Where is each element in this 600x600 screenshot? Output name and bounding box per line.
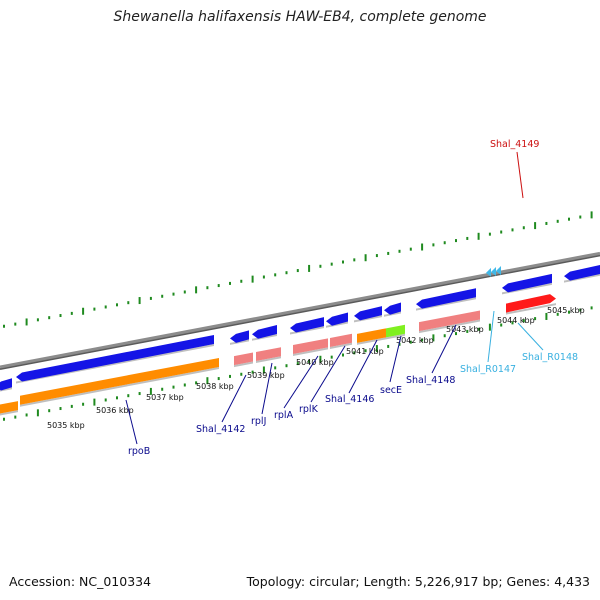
gene-label: Shal_4148 bbox=[406, 375, 455, 386]
leader-line bbox=[516, 151, 524, 199]
gene-label: rplK bbox=[299, 404, 319, 415]
gene-block-4149-shadow bbox=[502, 282, 552, 295]
map-title: Shewanella halifaxensis HAW-EB4, complet… bbox=[113, 9, 487, 25]
trna-marker-0 bbox=[486, 267, 491, 277]
gene-block-4148-shadow bbox=[416, 297, 476, 311]
product-block-rplA-shadow bbox=[293, 347, 328, 356]
gene-block-rplK[interactable] bbox=[326, 312, 348, 326]
gene-label: Shal_R0147 bbox=[460, 364, 516, 375]
product-block-rplJ-shadow bbox=[256, 356, 281, 363]
leader-line bbox=[517, 322, 544, 351]
gene-block-right[interactable] bbox=[564, 264, 600, 281]
leader-line bbox=[261, 362, 273, 415]
product-block-rplK[interactable] bbox=[330, 333, 352, 347]
cds-block-4146-shadow bbox=[357, 337, 386, 345]
cds-block-rpoB[interactable] bbox=[20, 357, 219, 405]
gene-block-secE[interactable] bbox=[384, 302, 401, 315]
product-block-rplK-shadow bbox=[330, 342, 352, 349]
gene-block[interactable] bbox=[0, 378, 12, 391]
gene-block-4142[interactable] bbox=[230, 330, 249, 343]
product-block-4148[interactable] bbox=[419, 310, 480, 332]
cds-block[interactable] bbox=[0, 401, 18, 414]
backbone-shadow bbox=[0, 254, 600, 370]
leader-line bbox=[221, 374, 247, 423]
gene-block-right-shadow bbox=[564, 273, 600, 283]
gene-block-4146-shadow bbox=[354, 315, 382, 323]
kbp-label: 5041 kbp bbox=[346, 347, 384, 356]
kbp-label: 5044 kbp bbox=[497, 316, 535, 325]
product-block-4142-shadow bbox=[234, 361, 253, 368]
leader-line bbox=[487, 310, 495, 363]
product-block-4142[interactable] bbox=[234, 352, 253, 366]
gene-block-rplJ-shadow bbox=[252, 334, 277, 341]
kbp-label: 5038 kbp bbox=[196, 382, 234, 391]
gene-block-4148[interactable] bbox=[416, 288, 476, 309]
pseudo-block-4149[interactable] bbox=[506, 294, 556, 313]
product-block-rplA[interactable] bbox=[293, 338, 328, 354]
kbp-label: 5037 kbp bbox=[146, 393, 184, 402]
gene-block-shadow bbox=[0, 387, 12, 392]
gene-label: rpoB bbox=[128, 446, 150, 457]
leader-line bbox=[125, 399, 138, 445]
gene-block-rplA-shadow bbox=[290, 326, 324, 335]
leader-line bbox=[310, 345, 346, 403]
cds-block-4146[interactable] bbox=[357, 328, 386, 343]
gene-label: rplA bbox=[274, 410, 294, 421]
gene-block-rpoB-rpoC-shadow bbox=[16, 343, 214, 384]
gene-label: Shal_4146 bbox=[325, 394, 374, 405]
trna-marker-2 bbox=[496, 266, 501, 276]
cds-block-shadow bbox=[0, 410, 18, 416]
product-block-4148-shadow bbox=[419, 319, 480, 334]
gene-block-secE-shadow bbox=[384, 311, 401, 317]
gene-block-rpoB-rpoC[interactable] bbox=[16, 334, 214, 382]
leader-line bbox=[283, 355, 319, 409]
gene-block-4142-shadow bbox=[230, 339, 249, 345]
gene-block-rplK-shadow bbox=[326, 321, 348, 328]
gene-block-4149[interactable] bbox=[502, 273, 552, 293]
gene-label: Shal_4149 bbox=[490, 139, 539, 150]
trna-marker-1 bbox=[491, 266, 496, 276]
gene-label: Shal_4142 bbox=[196, 424, 245, 435]
genome-summary-text: Topology: circular; Length: 5,226,917 bp… bbox=[246, 574, 590, 589]
gene-block-rplJ[interactable] bbox=[252, 325, 277, 339]
kbp-label: 5043 kbp bbox=[446, 325, 484, 334]
kbp-label: 5039 kbp bbox=[247, 371, 285, 380]
cds-block-secE-shadow bbox=[386, 333, 405, 340]
gene-block-rplA[interactable] bbox=[290, 317, 324, 333]
gene-label: Shal_R0148 bbox=[522, 352, 578, 363]
gene-block-4146[interactable] bbox=[354, 306, 382, 321]
product-block-rplJ[interactable] bbox=[256, 347, 281, 361]
leader-line bbox=[389, 335, 402, 383]
kbp-label: 5042 kbp bbox=[396, 336, 434, 345]
pseudo-block-4149-shadow bbox=[506, 303, 556, 315]
kbp-label: 5045 kbp bbox=[547, 306, 585, 315]
kbp-label: 5036 kbp bbox=[96, 406, 134, 415]
gene-label: secE bbox=[380, 385, 402, 396]
kbp-label: 5035 kbp bbox=[47, 421, 85, 430]
cds-block-rpoB-shadow bbox=[20, 366, 219, 407]
leader-line bbox=[431, 324, 457, 374]
leader-line bbox=[348, 339, 378, 394]
gene-label: rplJ bbox=[251, 416, 266, 427]
kbp-label: 5040 kbp bbox=[296, 358, 334, 367]
accession-text: Accession: NC_010334 bbox=[9, 574, 152, 589]
cds-block-secE[interactable] bbox=[386, 324, 405, 338]
